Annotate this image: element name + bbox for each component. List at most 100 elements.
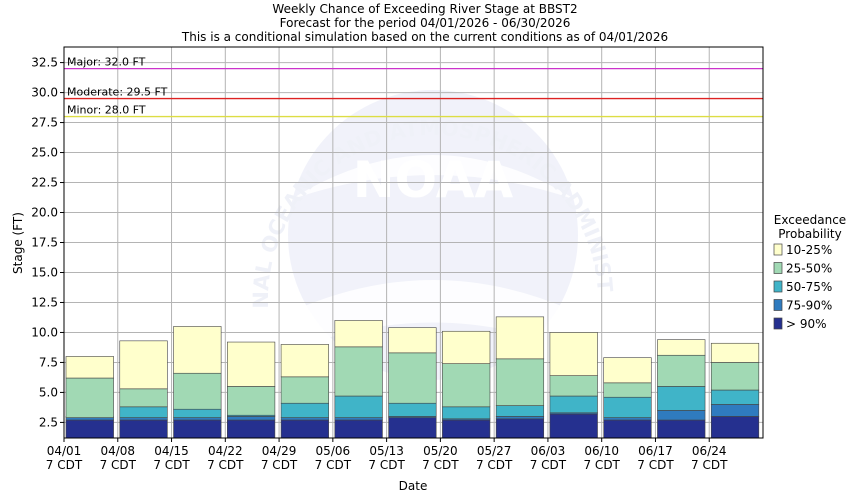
bar-segment-05-20-s4 xyxy=(442,330,491,364)
y-tick-label: 12.5 xyxy=(31,295,58,309)
bar-segment-04-15-s0 xyxy=(173,419,222,439)
bar-segment-04-29-s1 xyxy=(280,417,329,421)
x-tick-label: 06/10 xyxy=(584,444,619,458)
x-tick-label: 04/22 xyxy=(208,444,243,458)
bar-segment-05-20-s2 xyxy=(442,406,491,420)
bar-segment-06-10-s0 xyxy=(603,419,652,439)
bar-segment-05-06-s2 xyxy=(334,395,383,418)
x-tick-label: 06/17 xyxy=(638,444,673,458)
bar-segment-04-29-s2 xyxy=(280,402,329,418)
noaa-logo-swoosh-top xyxy=(290,155,576,200)
x-tick-sublabel: 7 CDT xyxy=(261,458,298,472)
x-tick-sublabel: 7 CDT xyxy=(315,458,352,472)
bar-segment-06-24-s0 xyxy=(710,416,760,439)
bar-segment-06-03-s0 xyxy=(549,413,598,439)
bar-segment-04-29-s3 xyxy=(280,376,329,404)
bar-segment-06-03-s4 xyxy=(549,332,598,376)
bar-segment-04-29-s0 xyxy=(280,419,329,439)
bar-segment-04-29-s4 xyxy=(280,344,329,378)
legend-title-line2: Probability xyxy=(778,227,841,241)
bar-segment-05-27-s0 xyxy=(495,418,545,439)
bar-segment-05-13-s3 xyxy=(388,352,437,404)
bar-segment-05-06-s4 xyxy=(334,320,383,348)
bar-segment-04-01-s0 xyxy=(65,419,114,439)
chart-subtitle-conditions: This is a conditional simulation based o… xyxy=(181,30,668,44)
bar-segment-04-15-s1 xyxy=(173,417,222,421)
bar-segment-06-17-s4 xyxy=(657,339,706,356)
y-tick-label: 32.5 xyxy=(31,56,58,70)
chart-title: Weekly Chance of Exceeding River Stage a… xyxy=(272,2,577,16)
bar-segment-06-17-s2 xyxy=(657,386,706,411)
y-tick-label: 10.0 xyxy=(31,325,58,339)
x-tick-sublabel: 7 CDT xyxy=(153,458,190,472)
bar-segment-05-27-s1 xyxy=(495,416,545,420)
bar-segment-05-27-s2 xyxy=(495,405,545,417)
bar-segment-06-24-s2 xyxy=(710,389,760,405)
threshold-label-1: Moderate: 29.5 FT xyxy=(67,86,168,99)
plot-border xyxy=(63,46,764,439)
y-tick-label: 22.5 xyxy=(31,176,58,190)
x-tick-sublabel: 7 CDT xyxy=(691,458,728,472)
x-tick-label: 04/29 xyxy=(262,444,297,458)
x-tick-label: 04/15 xyxy=(154,444,189,458)
y-axis: 2.5 5.0 7.5 10.0 12.5 15.0 17.5 20.0 22.5 25.0 27.… xyxy=(31,56,64,429)
x-tick-label: 06/03 xyxy=(531,444,566,458)
legend-title-line1: Exceedance xyxy=(774,213,846,227)
bars xyxy=(65,316,760,439)
bar-segment-06-10-s1 xyxy=(603,417,652,421)
x-tick-label: 04/01 xyxy=(47,444,82,458)
bar-segment-04-15-s3 xyxy=(173,372,222,410)
x-tick-sublabel: 7 CDT xyxy=(46,458,83,472)
legend-label: 25-50% xyxy=(786,262,832,276)
x-tick-label: 05/20 xyxy=(423,444,458,458)
y-tick-label: 20.0 xyxy=(31,206,58,220)
bar-segment-04-15-s2 xyxy=(173,408,222,418)
bar-segment-06-24-s3 xyxy=(710,362,760,391)
bar-segment-04-22-s4 xyxy=(227,341,276,387)
x-tick-label: 05/27 xyxy=(477,444,512,458)
x-tick-sublabel: 7 CDT xyxy=(422,458,459,472)
bar-segment-05-13-s2 xyxy=(388,402,437,417)
bar-segment-04-22-s3 xyxy=(227,386,276,416)
bar-segment-06-03-s2 xyxy=(549,395,598,414)
x-tick-sublabel: 7 CDT xyxy=(583,458,620,472)
bar-segment-04-08-s2 xyxy=(119,406,168,418)
bar-segment-06-24-s4 xyxy=(710,342,760,363)
x-tick-sublabel: 7 CDT xyxy=(207,458,244,472)
bar-segment-06-10-s3 xyxy=(603,382,652,398)
bar-segment-06-24-s1 xyxy=(710,404,760,417)
y-tick-label: 27.5 xyxy=(31,116,58,130)
y-axis-label: Stage (FT) xyxy=(11,212,25,274)
threshold-label-0: Major: 32.0 FT xyxy=(67,56,146,69)
bar-segment-06-10-s2 xyxy=(603,396,652,418)
bar-segment-05-06-s1 xyxy=(334,417,383,421)
y-tick-label: 17.5 xyxy=(31,236,58,250)
bar-segment-06-10-s4 xyxy=(603,357,652,384)
bar-segment-05-20-s3 xyxy=(442,363,491,408)
legend-label: 75-90% xyxy=(786,299,832,313)
bar-segment-05-20-s0 xyxy=(442,419,491,439)
legend-swatch xyxy=(773,317,783,330)
bar-segment-04-08-s0 xyxy=(119,419,168,439)
bar-segment-04-08-s3 xyxy=(119,388,168,408)
y-tick-label: 15.0 xyxy=(31,265,58,279)
y-tick-label: 2.5 xyxy=(39,415,58,429)
y-tick-label: 30.0 xyxy=(31,86,58,100)
bar-segment-05-27-s3 xyxy=(495,358,545,406)
bar-segment-04-22-s0 xyxy=(227,419,276,439)
x-axis-label: Date xyxy=(399,479,428,493)
y-tick-label: 7.5 xyxy=(39,355,58,369)
threshold-label-2: Minor: 28.0 FT xyxy=(67,104,146,117)
y-tick-label: 25.0 xyxy=(31,146,58,160)
bar-segment-04-08-s4 xyxy=(119,340,168,390)
bar-segment-06-17-s0 xyxy=(657,419,706,439)
legend: Exceedance Probability 10-25% 25-50% 50-75… xyxy=(773,213,846,331)
x-tick-sublabel: 7 CDT xyxy=(637,458,674,472)
bar-segment-04-01-s4 xyxy=(65,356,114,379)
x-tick-sublabel: 7 CDT xyxy=(100,458,137,472)
chart-subtitle-period: Forecast for the period 04/01/2026 - 06/… xyxy=(280,16,571,30)
legend-swatch xyxy=(773,243,783,256)
bar-segment-04-01-s3 xyxy=(65,377,114,418)
